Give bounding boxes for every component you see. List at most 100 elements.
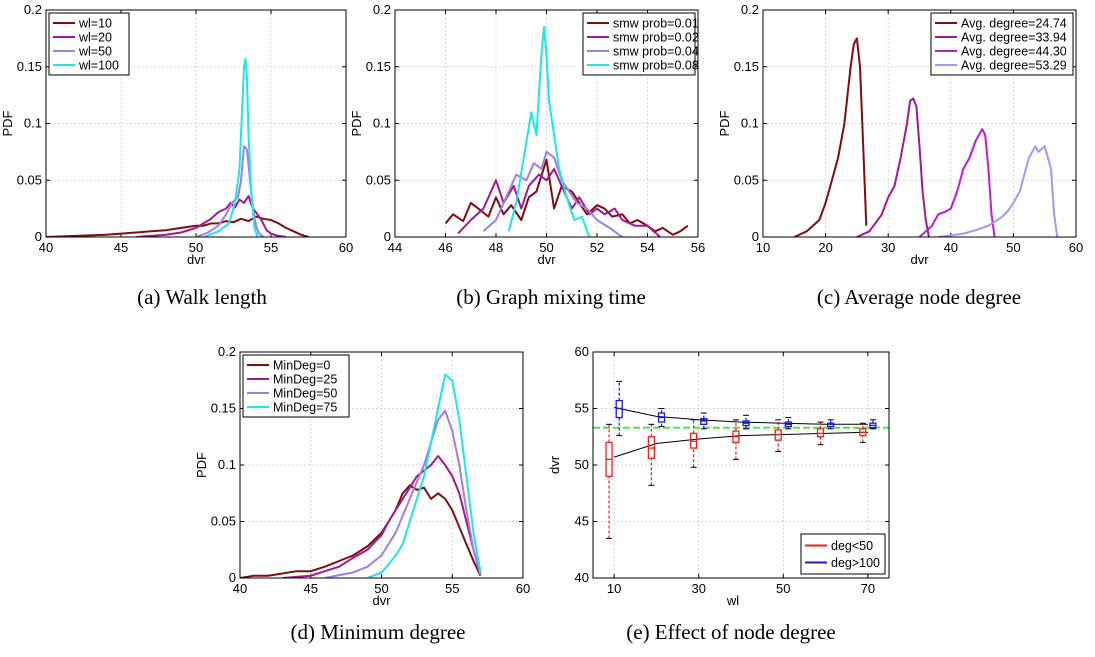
caption-c: (c) Average node degree [817, 285, 1021, 309]
legend-label-1: wl=10 [78, 17, 112, 31]
x-axis-label: dvr [372, 593, 391, 608]
x-tick-label: 48 [489, 240, 503, 255]
series-line-4 [203, 57, 259, 237]
series-line-4 [938, 145, 1059, 237]
series-line-4 [507, 26, 591, 237]
caption-d: (d) Minimum degree [291, 620, 466, 644]
legend-label-1: smw prob=0.01 [613, 17, 699, 31]
series-line-2 [856, 97, 930, 237]
x-tick-label: 30 [881, 240, 895, 255]
caption-b: (b) Graph mixing time [456, 285, 646, 309]
chart-panel-c: 10 20 30 40 50 60 0 0.05 0.1 0.15 0.2 dvr PDF Avg. de… [717, 2, 1083, 267]
y-tick-label: 0 [229, 570, 236, 585]
caption-a: (a) Walk length [137, 285, 267, 309]
y-tick-label: 0.1 [218, 457, 236, 472]
trend-line-1 [613, 431, 868, 458]
y-tick-label: 0.1 [24, 116, 42, 131]
y-tick-label: 0.05 [734, 172, 759, 187]
x-tick-label: 50 [374, 581, 388, 596]
y-axis-label: PDF [194, 452, 209, 478]
y-tick-label: 40 [575, 570, 589, 585]
legend-label-3: smw prob=0.04 [613, 45, 699, 59]
y-tick-label: 45 [575, 514, 589, 529]
y-tick-label: 60 [575, 344, 589, 359]
y-tick-label: 0 [35, 229, 42, 244]
plot-marks [240, 373, 482, 578]
legend-label-4: MinDeg=75 [273, 401, 337, 415]
chart-panel-b: 44 46 48 50 52 54 56 0 0.05 0.1 0.15 0.2 dvr PDF smw p… [349, 2, 705, 267]
x-tick-label: 10 [607, 581, 621, 596]
x-tick-label: 45 [304, 581, 318, 596]
y-tick-label: 0 [752, 229, 759, 244]
chart-panel-e: 10 30 50 70 40 45 50 55 60 wl dvr deg<50 deg>100 [547, 344, 890, 608]
y-axis-label: PDF [349, 110, 364, 136]
plot-marks [793, 37, 1059, 237]
series-line-4 [367, 373, 482, 578]
x-axis-label: dvr [537, 252, 556, 267]
series-line-1 [793, 37, 868, 237]
x-tick-label: 55 [445, 581, 459, 596]
y-tick-label: 0.05 [366, 172, 391, 187]
y-tick-label: 0.1 [741, 116, 759, 131]
y-tick-label: 50 [575, 457, 589, 472]
x-axis-label: dvr [187, 252, 206, 267]
y-tick-label: 0.2 [373, 2, 391, 17]
x-tick-label: 50 [189, 240, 203, 255]
x-axis-label: wl [726, 593, 739, 608]
axes-frame [239, 351, 524, 579]
y-tick-label: 0.05 [211, 514, 236, 529]
x-tick-label: 70 [861, 581, 875, 596]
legend-label-1: deg<50 [831, 539, 873, 553]
legend-label-4: smw prob=0.08 [613, 59, 699, 73]
axes-frame [45, 9, 347, 238]
y-tick-label: 55 [575, 401, 589, 416]
y-tick-label: 0.2 [741, 2, 759, 17]
legend-label-3: wl=50 [78, 45, 112, 59]
series-line-3 [482, 150, 623, 237]
legend-label-2: wl=20 [78, 31, 112, 45]
series-line-3 [918, 128, 996, 237]
x-tick-label: 60 [1069, 240, 1083, 255]
plot-marks [46, 57, 309, 237]
x-tick-label: 55 [264, 240, 278, 255]
caption-e: (e) Effect of node degree [626, 620, 836, 644]
axes-frame [592, 351, 890, 579]
legend-label-2: Avg. degree=33.94 [961, 31, 1067, 45]
plot-marks [593, 380, 889, 539]
x-tick-label: 44 [388, 240, 402, 255]
y-tick-label: 0 [384, 229, 391, 244]
x-tick-label: 46 [438, 240, 452, 255]
x-axis-label: dvr [910, 252, 929, 267]
legend-label-1: Avg. degree=24.74 [961, 17, 1067, 31]
legend-label-2: smw prob=0.02 [613, 31, 699, 45]
series-line-3 [324, 409, 482, 578]
x-tick-label: 10 [756, 240, 770, 255]
legend-label-4: wl=100 [78, 59, 119, 73]
legend-label-4: Avg. degree=53.29 [961, 59, 1067, 73]
x-tick-label: 40 [944, 240, 958, 255]
x-tick-label: 60 [516, 581, 530, 596]
y-tick-label: 0.05 [17, 172, 42, 187]
x-tick-label: 40 [233, 581, 247, 596]
legend-label-2: MinDeg=25 [273, 373, 337, 387]
y-tick-label: 0.15 [734, 59, 759, 74]
y-tick-label: 0.1 [373, 116, 391, 131]
y-tick-label: 0.2 [24, 2, 42, 17]
series-line-2 [457, 167, 661, 237]
series-line-2 [135, 195, 287, 237]
legend-label-1: MinDeg=0 [273, 359, 330, 373]
legend-box [800, 533, 886, 575]
series-line-2 [282, 455, 482, 578]
chart-panel-d: 40 45 50 55 6000.050.10.150.2dvrPDFMinDeg=0M… [194, 344, 530, 608]
x-tick-label: 60 [339, 240, 353, 255]
legend-label-3: Avg. degree=44.30 [961, 45, 1067, 59]
trend-line-2 [613, 406, 868, 425]
y-tick-label: 0.15 [17, 59, 42, 74]
y-axis-label: PDF [717, 110, 732, 136]
y-tick-label: 0.2 [218, 344, 236, 359]
legend-label-2: deg>100 [831, 556, 880, 570]
series-line-3 [195, 145, 265, 237]
